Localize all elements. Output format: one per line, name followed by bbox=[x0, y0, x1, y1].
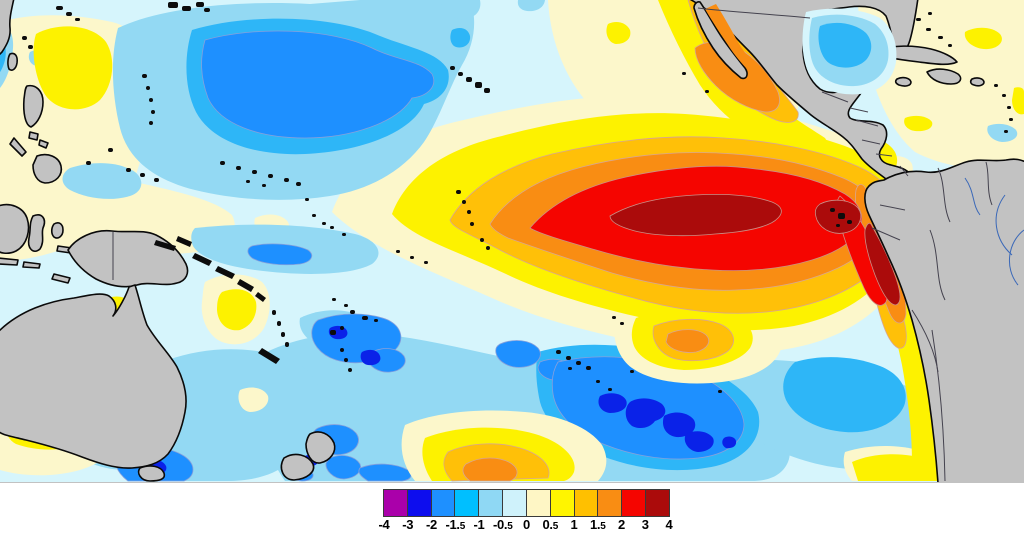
gulf-of-california-water bbox=[705, 4, 755, 72]
landmass-north-america bbox=[689, 0, 919, 180]
landmass-timor bbox=[51, 273, 71, 284]
landmass-hispaniola bbox=[926, 68, 962, 85]
colorbar-cell bbox=[550, 490, 575, 516]
map-area bbox=[0, 0, 1024, 483]
landmass-jamaica bbox=[894, 76, 912, 87]
landmass-borneo bbox=[0, 203, 30, 255]
colorbar-tick-label: 1.5 bbox=[589, 517, 606, 532]
landmass-halmahera bbox=[50, 222, 64, 239]
sst-anomaly-map bbox=[0, 0, 1024, 482]
country-borders bbox=[112, 7, 993, 482]
colorbar-tick-label: -1.5 bbox=[445, 517, 466, 532]
colorbar-cell bbox=[503, 490, 527, 516]
colorbar-tick-label: 3 bbox=[641, 517, 649, 532]
landmass-south-america bbox=[864, 158, 1024, 482]
colorbar-tick-label: 4 bbox=[665, 517, 673, 532]
landmass-baja-california bbox=[693, 1, 748, 80]
colorbar-cell bbox=[622, 490, 647, 516]
colorbar bbox=[383, 489, 670, 517]
landmass-visayas bbox=[28, 131, 39, 141]
colorbar-cell bbox=[431, 490, 456, 516]
landmass-mindanao bbox=[32, 153, 63, 184]
colorbar-cell bbox=[526, 490, 551, 516]
landmass-luzon bbox=[22, 84, 44, 128]
landmass-tasmania bbox=[137, 465, 166, 482]
colorbar-cell bbox=[384, 490, 408, 516]
colorbar-cell bbox=[598, 490, 623, 516]
colorbar-tick-label: -3 bbox=[402, 517, 414, 532]
colorbar-tick-label: 2 bbox=[618, 517, 625, 532]
landmass-sulawesi bbox=[27, 214, 46, 253]
landmass-palawan bbox=[9, 137, 27, 157]
island-specks bbox=[22, 2, 1013, 393]
landmass-nz-south bbox=[280, 453, 315, 481]
colorbar-cell bbox=[574, 490, 599, 516]
colorbar-tick-label: 1 bbox=[570, 517, 578, 532]
landmass-visayas2 bbox=[38, 139, 49, 149]
landmass-taiwan bbox=[7, 52, 18, 71]
inland-water-overlays bbox=[705, 4, 897, 95]
colorbar-labels: -4 -3 -2 -1.5 -1 -0.5 0 0.5 1 1.5 2 3 4 bbox=[379, 517, 673, 535]
colorbar-tick-label: -4 bbox=[378, 517, 390, 532]
rivers bbox=[964, 177, 1024, 286]
colorbar-cell bbox=[407, 490, 432, 516]
colorbar-tick-label: -2 bbox=[426, 517, 437, 532]
landmass-nz-north bbox=[305, 431, 336, 464]
colorbar-cell bbox=[479, 490, 504, 516]
landmass-puerto-rico bbox=[969, 77, 985, 87]
colorbar-cell bbox=[646, 490, 669, 516]
colorbar-tick-label: -1 bbox=[473, 517, 485, 532]
colorbar-tick-label: 0.5 bbox=[542, 517, 559, 532]
landmass-asia bbox=[0, 0, 15, 56]
colorbar-tick-label: -0.5 bbox=[492, 517, 513, 532]
landmass-sunda bbox=[22, 261, 41, 269]
colorbar-cell bbox=[455, 490, 480, 516]
anomaly-darkred-cores bbox=[609, 193, 901, 306]
gulf-of-mexico-core bbox=[818, 22, 872, 68]
landmass-australia bbox=[0, 284, 187, 469]
landmass-java bbox=[0, 257, 19, 266]
landmasses bbox=[0, 0, 1024, 482]
colorbar-tick-label: 0 bbox=[523, 517, 530, 532]
